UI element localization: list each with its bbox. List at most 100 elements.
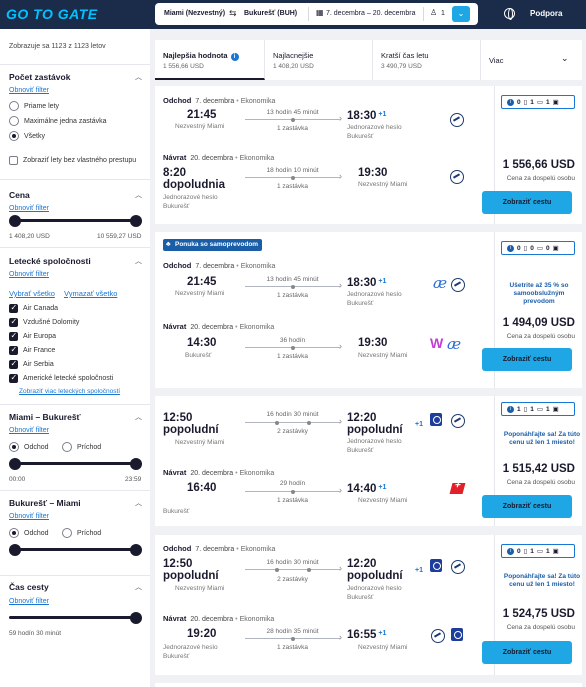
baggage-info[interactable]: i 0 ▯ 0 ▭ 0 ▣ — [501, 241, 575, 255]
baggage-info[interactable]: i 1 ▯ 1 ▭ 1 ▣ — [501, 402, 575, 416]
view-trip-button[interactable]: Zobraziť cestu — [482, 495, 572, 518]
airline-logo — [450, 170, 464, 184]
expand-search-button[interactable]: ⌄ — [452, 6, 470, 22]
airline-checkbox[interactable] — [9, 373, 18, 383]
globe-icon[interactable] — [504, 8, 515, 20]
price-filter-title[interactable]: Cena — [9, 190, 30, 200]
collapse-icon[interactable]: ︿ — [135, 414, 142, 421]
route-line — [245, 416, 342, 426]
collapse-icon[interactable]: ︿ — [135, 584, 142, 591]
info-icon[interactable]: i — [230, 53, 239, 61]
airline-checkbox[interactable] — [9, 331, 18, 341]
leg-date: 20. decembra — [190, 324, 234, 331]
inbound-arrival-radio[interactable] — [62, 528, 72, 538]
outbound-time-slider-track[interactable] — [14, 462, 136, 465]
reset-inbound-filter[interactable]: Obnoviť filter — [9, 513, 49, 520]
reset-outbound-filter[interactable]: Obnoviť filter — [9, 427, 49, 434]
tab-cheapest[interactable]: Najlacnejšie 1 408,20 USD — [265, 40, 373, 80]
baggage-info[interactable]: i 0 ▯ 1 ▭ 1 ▣ — [501, 95, 575, 109]
arrival-city: Nezvestný Miami — [358, 644, 408, 651]
reset-travel-time-filter[interactable]: Obnoviť filter — [9, 598, 49, 605]
price-slider-track[interactable] — [14, 219, 136, 222]
reset-airlines-filter[interactable]: Obnoviť filter — [9, 271, 49, 278]
departure-sub: Bukurešť — [163, 653, 190, 660]
duration: 29 hodín — [279, 480, 306, 487]
stop-dot — [291, 489, 295, 494]
price: 1 524,75 USD — [502, 608, 575, 620]
collapse-icon[interactable]: ︿ — [135, 74, 142, 81]
airline-label: Americké letecké spoločnosti — [23, 375, 114, 382]
radio-max-one-stop[interactable] — [9, 116, 19, 126]
view-trip-button[interactable]: Zobraziť cestu — [482, 191, 572, 214]
travel-time-filter-title[interactable]: Čas cesty — [9, 582, 49, 592]
collapse-icon[interactable]: ︿ — [135, 500, 142, 507]
destination-field[interactable]: Bukurešť (BUH) — [244, 10, 298, 17]
airline-checkbox[interactable] — [9, 345, 18, 355]
leg-direction: Návrat — [163, 153, 187, 162]
travel-time-slider-track[interactable] — [9, 616, 136, 619]
collapse-icon[interactable]: ︿ — [135, 258, 142, 265]
airline-label: Air Canada — [23, 305, 59, 312]
bag-count: 0 — [530, 244, 534, 252]
view-trip-button[interactable]: Zobraziť cestu — [482, 641, 572, 664]
airline-checkbox[interactable] — [9, 359, 18, 369]
carry-on-icon: ▭ — [536, 406, 543, 413]
dates-field[interactable]: 7. decembra – 20. decembra — [326, 10, 416, 17]
outbound-leg: Odchod 7. decembra • Ekonomika 21:45 Nezves… — [155, 96, 494, 156]
price-slider-min-handle[interactable] — [9, 215, 21, 227]
leg-class: Ekonomika — [240, 546, 276, 553]
price: 1 494,09 USD — [502, 317, 575, 329]
outbound-slider-max-handle[interactable] — [130, 458, 142, 470]
airlines-filter-title[interactable]: Letecké spoločnosti — [9, 256, 91, 266]
clear-all-airlines[interactable]: Vymazať všetko — [64, 289, 118, 298]
travel-time-value: 59 hodín 30 minút — [9, 630, 62, 637]
tab-shortest[interactable]: Kratší čas letu 3 490,79 USD — [373, 40, 481, 80]
airline-checkbox[interactable] — [9, 317, 18, 327]
arrival-city: Jednorazové heslo Bukurešť — [347, 123, 402, 141]
airline-checkbox[interactable] — [9, 303, 18, 313]
tab-best-value[interactable]: Najlepšia hodnota i 1 556,66 USD — [155, 40, 265, 80]
support-link[interactable]: Podpora — [530, 9, 563, 18]
baggage-info[interactable]: i 0 ▯ 1 ▭ 1 ▣ — [501, 544, 575, 558]
option-label: Príchod — [77, 444, 102, 451]
search-summary-bar[interactable]: Miami (Nezvestný) ⇆ Bukurešť (BUH) ▦ 7. … — [155, 3, 478, 25]
select-all-airlines[interactable]: Vybrať všetko — [9, 289, 55, 298]
inbound-slider-min-handle[interactable] — [9, 544, 21, 556]
show-more-airlines[interactable]: Zobraziť viac leteckých spoločností — [19, 388, 121, 395]
logo[interactable]: GO TO GATE — [6, 6, 98, 22]
divider — [0, 64, 150, 65]
inbound-slider-max-handle[interactable] — [130, 544, 142, 556]
tab-title: Viac — [489, 56, 504, 65]
duration: 13 hodín 45 minút — [266, 276, 319, 283]
inbound-filter-title[interactable]: Bukurešť – Miami — [9, 498, 81, 508]
outbound-departure-radio[interactable] — [9, 442, 19, 452]
swap-icon[interactable]: ⇆ — [229, 8, 237, 18]
collapse-icon[interactable]: ︿ — [135, 192, 142, 199]
passengers-field[interactable]: 1 — [441, 10, 445, 17]
radio-direct[interactable] — [9, 101, 19, 111]
arrival-city: Nezvestný Miami — [358, 352, 408, 359]
tab-price: 1 408,20 USD — [273, 63, 314, 70]
air-europa-logo: æ — [433, 274, 448, 292]
carry-on-icon: ▭ — [536, 99, 543, 106]
inbound-time-slider-track[interactable] — [14, 548, 136, 551]
outbound-slider-min-handle[interactable] — [9, 458, 21, 470]
leg-date: 7. decembra — [195, 98, 235, 105]
reset-price-filter[interactable]: Obnoviť filter — [9, 205, 49, 212]
tab-more[interactable]: Viac ⌄ — [481, 40, 582, 80]
radio-all[interactable] — [9, 131, 19, 141]
outbound-arrival-radio[interactable] — [62, 442, 72, 452]
travel-time-slider-handle[interactable] — [130, 612, 142, 624]
option-label: Príchod — [77, 530, 102, 537]
reset-stops-filter[interactable]: Obnoviť filter — [9, 87, 49, 94]
checked-bag-icon: ▣ — [552, 245, 559, 252]
own-transfer-checkbox[interactable] — [9, 156, 18, 165]
price-slider-max-handle[interactable] — [130, 215, 142, 227]
outbound-filter-title[interactable]: Miami – Bukurešť — [9, 412, 81, 422]
origin-field[interactable]: Miami (Nezvestný) — [164, 10, 226, 17]
bag-count: 0 — [517, 244, 521, 252]
separator — [308, 7, 309, 21]
view-trip-button[interactable]: Zobraziť cestu — [482, 348, 572, 371]
stops-filter-title[interactable]: Počet zastávok — [9, 72, 71, 82]
inbound-departure-radio[interactable] — [9, 528, 19, 538]
